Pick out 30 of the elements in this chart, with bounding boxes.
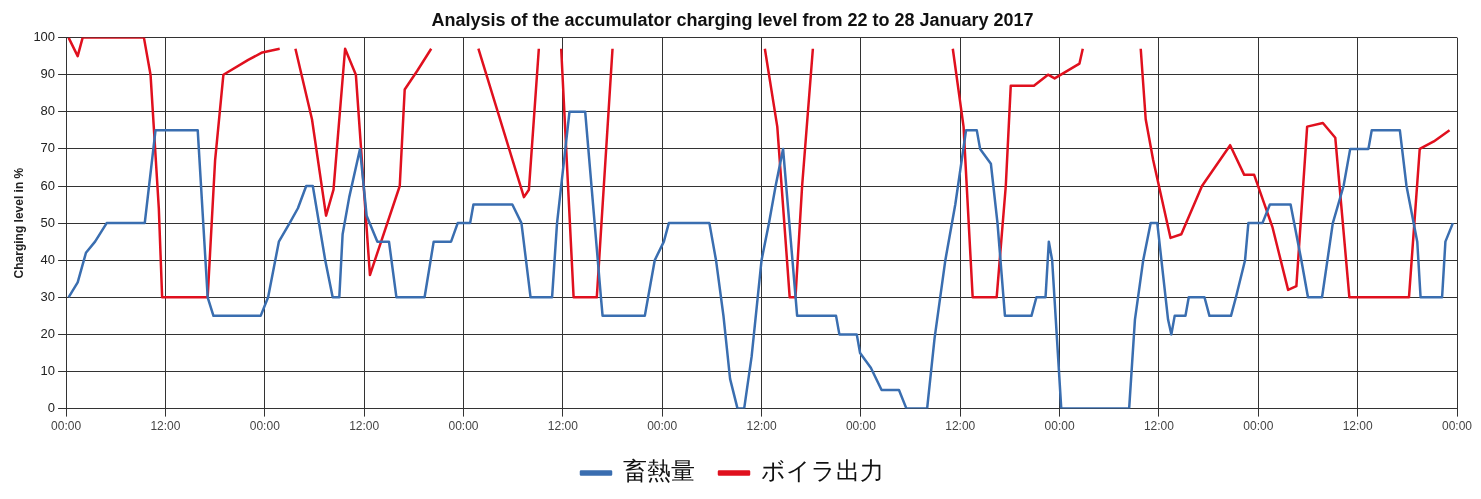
y-axis-title: Charging level in % [11,167,26,279]
x-tick-label: 12:00 [1342,419,1373,434]
x-tick-label: 12:00 [746,419,777,434]
y-tick-label: 80 [40,103,56,119]
y-tick-label: 30 [40,288,56,304]
x-tick-label: 12:00 [547,419,579,434]
legend-label: ボイラ出力 [761,457,884,486]
chart-title: Analysis of the accumulator charging level from 22 to 28 January 2017 [431,9,1034,30]
y-tick-label: 20 [40,325,56,341]
y-tick-label: 40 [40,251,56,267]
x-tick-label: 00:00 [1243,419,1274,434]
x-tick-label: 00:00 [448,419,479,434]
y-tick-label: 10 [40,363,56,379]
x-tick-label: 00:00 [51,419,82,434]
y-tick-label: 100 [33,29,56,45]
x-tick-label: 00:00 [1441,419,1473,434]
x-tick-label: 00:00 [647,419,678,434]
x-tick-label: 12:00 [1143,419,1175,434]
x-tick-label: 12:00 [349,419,380,434]
x-tick-label: 00:00 [1044,419,1075,434]
x-tick-label: 00:00 [845,419,877,434]
y-tick-label: 60 [40,177,56,193]
y-tick-label: 90 [40,66,56,82]
x-tick-label: 00:00 [249,419,281,434]
y-tick-label: 70 [40,140,56,156]
y-tick-label: 0 [47,400,56,416]
x-tick-label: 12:00 [150,419,181,434]
legend-label: 畜熱量 [623,457,695,486]
y-tick-label: 50 [40,214,56,230]
x-tick-label: 12:00 [945,419,976,434]
